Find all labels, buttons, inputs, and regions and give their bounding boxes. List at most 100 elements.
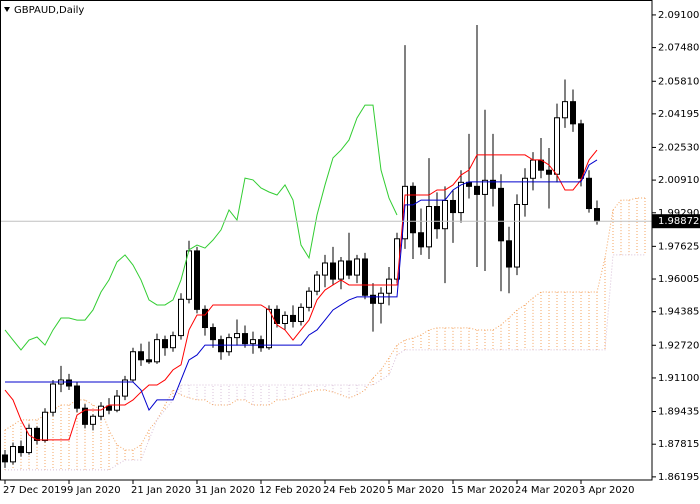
candle-body	[482, 179, 488, 195]
candle-body	[378, 292, 384, 304]
x-tick-label: 24 Mar 2020	[515, 485, 578, 496]
candle-body	[434, 206, 440, 230]
candle-body	[490, 179, 496, 189]
candle-body	[258, 339, 264, 349]
candle-body	[26, 427, 32, 454]
last-price-label: 1.98872	[658, 216, 699, 227]
x-tick-label: 21 Jan 2020	[131, 485, 191, 496]
x-tick-label: 27 Dec 2019	[3, 485, 67, 496]
candle-body	[106, 405, 112, 411]
candle-body	[562, 101, 568, 119]
x-tick-label: 3 Apr 2020	[579, 485, 634, 496]
kijun-sen	[5, 159, 598, 412]
candle-body	[298, 306, 304, 322]
y-tick-label: 2.09100	[658, 10, 699, 21]
candle-body	[194, 250, 200, 310]
candle-body	[122, 379, 128, 397]
y-tick-label: 2.04195	[658, 109, 699, 120]
x-tick-label: 15 Mar 2020	[451, 485, 514, 496]
tenkan-sen	[4, 149, 598, 441]
candle-body	[546, 169, 552, 175]
candle-body	[498, 187, 504, 242]
candle-body	[474, 185, 480, 195]
last-price-box	[652, 214, 700, 229]
candle-body	[10, 446, 16, 463]
candle-body	[594, 208, 600, 222]
candle-body	[202, 308, 208, 329]
candle-body	[418, 232, 424, 248]
candle-body	[458, 181, 464, 214]
candle-body	[162, 339, 168, 349]
candle-body	[314, 274, 320, 292]
chikou-span	[4, 104, 398, 351]
x-tick-label: 9 Jan 2020	[67, 485, 121, 496]
candle-body	[530, 159, 536, 179]
candle-body	[250, 339, 256, 345]
candle-body	[522, 177, 528, 206]
candle-body	[386, 278, 392, 294]
candle-body	[90, 415, 96, 425]
plot-area	[0, 25, 652, 471]
candle-body	[178, 298, 184, 337]
candle-body	[346, 260, 352, 276]
candle-body	[306, 290, 312, 308]
candle-body	[218, 339, 224, 353]
y-tick-label: 1.97625	[658, 241, 699, 252]
y-tick-label: 1.89435	[658, 407, 699, 418]
candle-body	[362, 258, 368, 296]
candle-body	[42, 411, 48, 441]
candle-body	[50, 383, 56, 413]
candle-body	[282, 314, 288, 324]
candle-body	[210, 327, 216, 341]
candle-body	[146, 359, 152, 363]
candle-body	[410, 185, 416, 234]
y-tick-label: 2.00910	[658, 175, 699, 186]
y-tick-label: 2.02530	[658, 142, 699, 153]
senkou-span-a	[4, 197, 645, 451]
candle-body	[450, 199, 456, 214]
y-tick-label: 1.96005	[658, 274, 699, 285]
candle-body	[34, 427, 40, 441]
candle-body	[506, 240, 512, 268]
candle-body	[2, 454, 8, 463]
candle-body	[554, 117, 560, 175]
y-tick-label: 2.05810	[658, 76, 699, 87]
y-tick-label: 1.94385	[658, 307, 699, 318]
x-tick-label: 31 Jan 2020	[195, 485, 255, 496]
candle-body	[74, 385, 80, 409]
candle-body	[570, 101, 576, 125]
candle-body	[98, 405, 104, 417]
candle-body	[66, 379, 72, 387]
candle-body	[274, 308, 280, 324]
y-tick-label: 1.92720	[658, 340, 699, 351]
y-tick-label: 2.07480	[658, 43, 699, 54]
y-tick-label: 1.86195	[658, 472, 699, 483]
y-tick-label: 1.99290	[658, 208, 699, 219]
candle-body	[370, 294, 376, 304]
candle-body	[290, 314, 296, 322]
candle-body	[234, 333, 240, 339]
candle-body	[586, 177, 592, 210]
x-tick-label: 24 Feb 2020	[323, 485, 385, 496]
plot-frame	[0, 0, 653, 481]
candle-body	[322, 262, 328, 276]
candle-body	[442, 199, 448, 230]
y-tick-label: 1.87815	[658, 439, 699, 450]
candle-body	[538, 159, 544, 171]
chart-title: GBPAUD,Daily	[14, 5, 84, 16]
candle-body	[242, 333, 248, 345]
candle-body	[402, 185, 408, 240]
candle-body	[18, 446, 24, 454]
candle-body	[426, 206, 432, 248]
candle-body	[170, 335, 176, 349]
y-tick-label: 1.91100	[658, 373, 699, 384]
candle-body	[130, 351, 136, 381]
candle-body	[330, 262, 336, 280]
x-tick-label: 12 Feb 2020	[259, 485, 321, 496]
candle-body	[354, 258, 360, 276]
candle-body	[82, 407, 88, 425]
title-marker	[4, 7, 10, 12]
